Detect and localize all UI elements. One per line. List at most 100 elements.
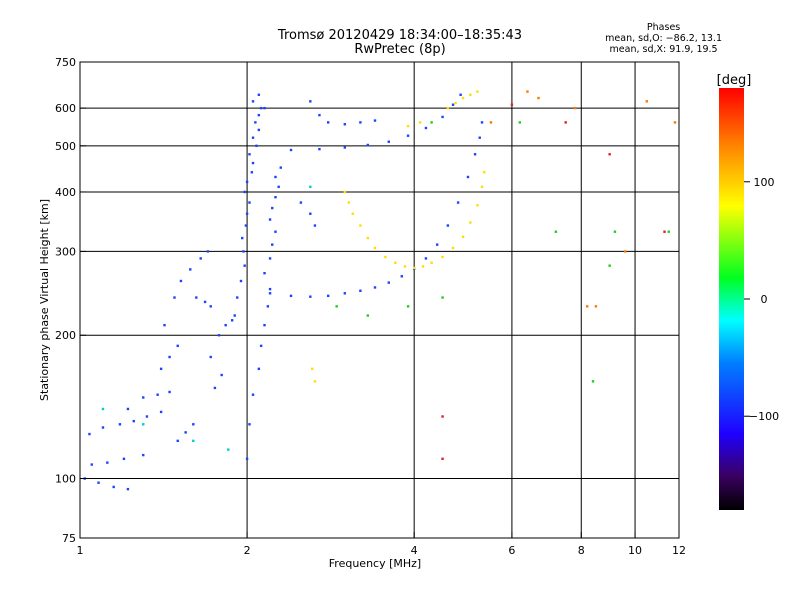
data-point <box>441 256 443 258</box>
data-point <box>314 224 316 226</box>
y-tick-label: 75 <box>62 532 76 545</box>
data-point <box>457 201 459 203</box>
data-point <box>241 237 243 239</box>
data-point <box>274 196 276 198</box>
data-point <box>91 463 93 465</box>
data-point <box>242 250 244 252</box>
data-point <box>367 144 369 146</box>
data-point <box>483 171 485 173</box>
y-axis-label: Stationary phase Virtual Height [km] <box>38 199 51 401</box>
y-tick-label: 500 <box>55 140 76 153</box>
data-point <box>269 288 271 290</box>
data-point <box>243 264 245 266</box>
data-point <box>348 201 350 203</box>
x-tick-label: 6 <box>508 544 515 557</box>
data-point <box>231 319 233 321</box>
data-point <box>359 224 361 226</box>
data-point <box>481 186 483 188</box>
data-point <box>646 100 648 102</box>
data-point <box>309 186 311 188</box>
data-point <box>592 380 594 382</box>
data-point <box>102 426 104 428</box>
data-point <box>311 368 313 370</box>
data-point <box>236 296 238 298</box>
data-point <box>374 286 376 288</box>
data-point <box>476 204 478 206</box>
data-point <box>269 257 271 259</box>
colorbar-tick-label: 0 <box>761 293 768 306</box>
data-point <box>274 231 276 233</box>
data-point <box>388 141 390 143</box>
data-point <box>674 121 676 123</box>
data-point <box>220 374 222 376</box>
data-point <box>290 295 292 297</box>
x-axis-ticks: 1 2 4 6 8 10 12 <box>77 532 687 557</box>
data-point <box>555 231 557 233</box>
y-tick-label: 100 <box>55 473 76 486</box>
data-point <box>388 281 390 283</box>
data-point <box>668 231 670 233</box>
data-point <box>88 433 90 435</box>
data-point <box>394 262 396 264</box>
data-point <box>160 368 162 370</box>
data-point <box>102 408 104 410</box>
data-point <box>474 153 476 155</box>
data-point <box>255 145 257 147</box>
data-point <box>663 231 665 233</box>
data-point <box>327 295 329 297</box>
data-point <box>318 114 320 116</box>
data-point <box>246 181 248 183</box>
data-point <box>210 356 212 358</box>
data-point <box>142 423 144 425</box>
data-point <box>290 149 292 151</box>
data-point <box>123 458 125 460</box>
data-point <box>467 176 469 178</box>
data-point <box>146 415 148 417</box>
data-point <box>214 387 216 389</box>
data-point <box>258 368 260 370</box>
data-point <box>133 420 135 422</box>
data-point <box>180 280 182 282</box>
data-point <box>574 107 576 109</box>
data-point <box>245 224 247 226</box>
data-point <box>252 162 254 164</box>
data-point <box>271 243 273 245</box>
data-point <box>258 94 260 96</box>
data-point <box>462 236 464 238</box>
data-point <box>163 324 165 326</box>
data-point <box>277 186 279 188</box>
data-point <box>352 213 354 215</box>
data-point <box>526 90 528 92</box>
data-point <box>207 250 209 252</box>
data-point <box>318 148 320 150</box>
data-point <box>97 482 99 484</box>
data-point <box>608 264 610 266</box>
data-point <box>565 121 567 123</box>
data-point <box>248 153 250 155</box>
colorbar-tick-label: 100 <box>754 176 775 189</box>
data-point <box>586 305 588 307</box>
data-point <box>335 305 337 307</box>
data-point <box>184 431 186 433</box>
data-point <box>436 243 438 245</box>
data-point <box>204 301 206 303</box>
data-point <box>280 166 282 168</box>
data-point <box>624 250 626 252</box>
data-point <box>248 201 250 203</box>
data-point <box>447 107 449 109</box>
scatter-points <box>84 90 677 490</box>
data-point <box>309 295 311 297</box>
data-point <box>490 121 492 123</box>
data-point <box>106 461 108 463</box>
data-point <box>173 296 175 298</box>
data-point <box>263 324 265 326</box>
data-point <box>441 458 443 460</box>
ionogram-chart: 1 2 4 6 8 10 12 75100200300400500600750 Freque… <box>0 0 800 600</box>
data-point <box>314 380 316 382</box>
colorbar-tick-label: −100 <box>749 410 779 423</box>
data-point <box>407 135 409 137</box>
data-point <box>419 121 421 123</box>
data-point <box>441 415 443 417</box>
data-point <box>200 257 202 259</box>
data-point <box>218 334 220 336</box>
